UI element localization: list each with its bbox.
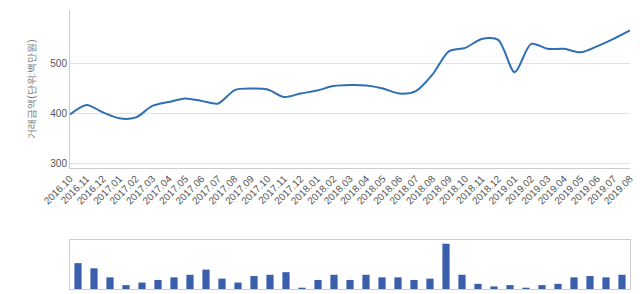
svg-text:2019.05: 2019.05 bbox=[552, 173, 586, 207]
svg-text:2016.11: 2016.11 bbox=[59, 173, 92, 206]
svg-text:2018.09: 2018.09 bbox=[420, 173, 454, 207]
svg-text:2018.08: 2018.08 bbox=[404, 173, 438, 207]
svg-text:2016.12: 2016.12 bbox=[75, 173, 109, 207]
svg-text:2018.12: 2018.12 bbox=[470, 173, 504, 207]
svg-text:2017.11: 2017.11 bbox=[256, 173, 289, 206]
svg-text:2019.04: 2019.04 bbox=[536, 173, 570, 207]
svg-text:2018.01: 2018.01 bbox=[289, 173, 323, 207]
svg-text:2018.04: 2018.04 bbox=[338, 173, 372, 207]
svg-text:2017.10: 2017.10 bbox=[239, 173, 273, 207]
svg-text:2019.07: 2019.07 bbox=[585, 173, 619, 207]
svg-text:2016.10: 2016.10 bbox=[42, 173, 76, 207]
svg-text:2018.11: 2018.11 bbox=[454, 173, 487, 206]
svg-text:2017.05: 2017.05 bbox=[157, 173, 191, 207]
svg-text:2019.08: 2019.08 bbox=[602, 173, 636, 207]
svg-text:300: 300 bbox=[50, 158, 67, 169]
svg-text:2019.01: 2019.01 bbox=[486, 173, 520, 207]
svg-text:2017.03: 2017.03 bbox=[124, 173, 158, 207]
svg-text:400: 400 bbox=[50, 108, 67, 119]
svg-text:2018.07: 2018.07 bbox=[387, 173, 421, 207]
svg-text:500: 500 bbox=[50, 58, 67, 69]
svg-text:2018.10: 2018.10 bbox=[437, 173, 471, 207]
svg-text:2017.08: 2017.08 bbox=[206, 173, 240, 207]
svg-text:거래금액(단위:백만원): 거래금액(단위:백만원) bbox=[26, 39, 37, 138]
svg-text:2017.12: 2017.12 bbox=[272, 173, 306, 207]
svg-text:2019.03: 2019.03 bbox=[519, 173, 553, 207]
svg-text:2019.02: 2019.02 bbox=[503, 173, 537, 207]
svg-text:2017.04: 2017.04 bbox=[140, 173, 174, 207]
svg-text:2018.02: 2018.02 bbox=[305, 173, 339, 207]
svg-text:2017.07: 2017.07 bbox=[190, 173, 224, 207]
svg-text:2018.03: 2018.03 bbox=[322, 173, 356, 207]
svg-text:2017.09: 2017.09 bbox=[223, 173, 257, 207]
svg-text:2017.02: 2017.02 bbox=[107, 173, 141, 207]
svg-text:2018.05: 2018.05 bbox=[355, 173, 389, 207]
svg-text:2019.06: 2019.06 bbox=[569, 173, 603, 207]
svg-text:2018.06: 2018.06 bbox=[371, 173, 405, 207]
svg-text:2017.06: 2017.06 bbox=[173, 173, 207, 207]
svg-text:2017.01: 2017.01 bbox=[91, 173, 125, 207]
